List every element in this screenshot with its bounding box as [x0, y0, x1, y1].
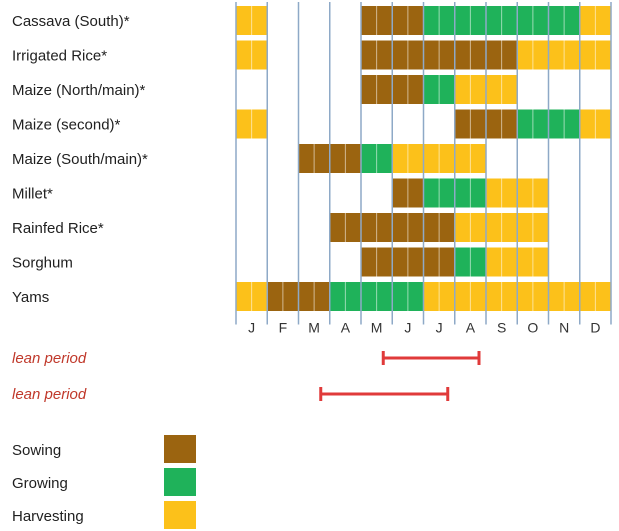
legend-swatch-growing [164, 468, 196, 496]
crop-row: Millet* [12, 178, 549, 208]
month-label: D [590, 320, 600, 336]
lean-period: lean period [12, 386, 450, 403]
legend-swatch-sowing [164, 435, 196, 463]
month-label: M [308, 320, 320, 336]
lean-period: lean period [12, 350, 481, 367]
crop-row: Maize (second)* [12, 109, 611, 139]
month-label: J [248, 320, 255, 336]
lean-period-label: lean period [12, 350, 87, 367]
crop-row: Irrigated Rice* [12, 40, 611, 70]
month-label: A [466, 320, 476, 336]
crop-rows: Cassava (South)* Irrigated Rice* Maize (No… [12, 6, 611, 311]
crop-row: Rainfed Rice* [12, 213, 549, 242]
legend-label: Harvesting [12, 508, 84, 525]
month-label: N [559, 320, 569, 336]
crop-label: Maize (North/main)* [12, 82, 146, 99]
lean-period-label: lean period [12, 386, 87, 403]
month-label: M [371, 320, 383, 336]
legend-label: Growing [12, 475, 68, 492]
legend-item: Sowing [12, 435, 196, 463]
crop-label: Maize (South/main)* [12, 151, 148, 168]
month-label: O [527, 320, 538, 336]
month-label: A [341, 320, 351, 336]
legend-swatch-harvesting [164, 501, 196, 529]
legend-item: Harvesting [12, 501, 196, 529]
crop-row: Sorghum [12, 247, 549, 277]
crop-row: Maize (South/main)* [12, 144, 486, 173]
crop-label: Irrigated Rice* [12, 48, 107, 65]
crop-label: Millet* [12, 186, 53, 203]
crop-label: Yams [12, 289, 49, 306]
crop-label: Rainfed Rice* [12, 220, 104, 237]
crop-label: Maize (second)* [12, 117, 121, 134]
crop-row: Cassava (South)* [12, 6, 611, 35]
month-label: J [436, 320, 443, 336]
month-label: J [404, 320, 411, 336]
crop-row: Yams [12, 282, 611, 311]
month-label: S [497, 320, 506, 336]
crop-label: Sorghum [12, 255, 73, 272]
crop-label: Cassava (South)* [12, 13, 130, 30]
month-label: F [279, 320, 288, 336]
legend-label: Sowing [12, 442, 61, 459]
crop-row: Maize (North/main)* [12, 75, 518, 104]
legend-item: Growing [12, 468, 196, 496]
